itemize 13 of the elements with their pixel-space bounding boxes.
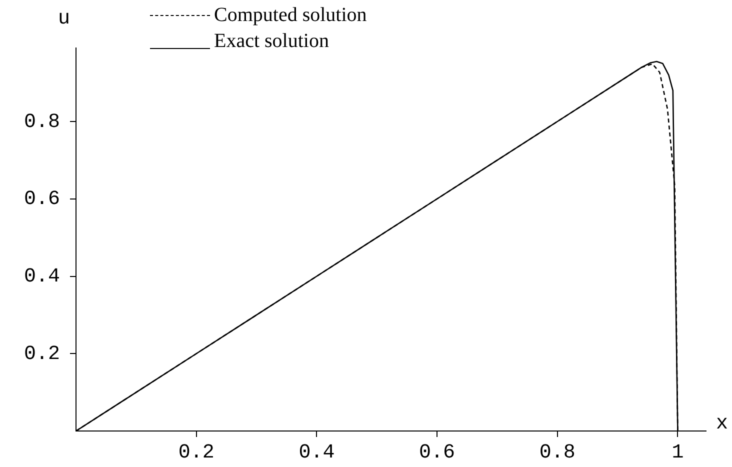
- x-tick-label: 0.4: [298, 441, 335, 464]
- x-axis-title: x: [716, 412, 728, 436]
- x-tick-label: 0.8: [539, 441, 576, 464]
- y-tick-label: 0.2: [24, 342, 60, 366]
- legend-label: Exact solution: [214, 29, 329, 54]
- x-tick-label: 0.2: [178, 441, 214, 464]
- y-tick-label: 0.4: [24, 266, 60, 289]
- y-tick-label: 0.6: [24, 188, 60, 212]
- x-tick-label: 1: [672, 441, 684, 464]
- x-tick-label: 0.6: [419, 441, 456, 464]
- y-tick-label: 0.8: [24, 110, 60, 134]
- y-axis-title: u: [58, 7, 70, 30]
- legend-label: Computed solution: [214, 3, 367, 28]
